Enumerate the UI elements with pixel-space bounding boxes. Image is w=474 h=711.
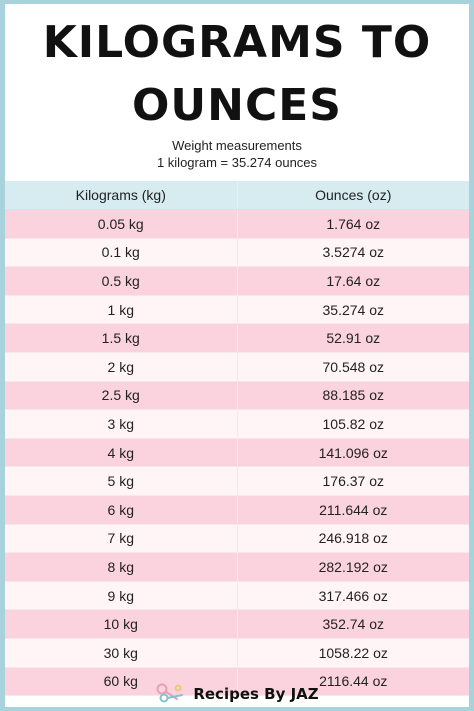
table-row: 2 kg 70.548 oz xyxy=(5,352,469,382)
table-header-row: Kilograms (kg) Ounces (oz) xyxy=(5,181,469,210)
conversion-table: Kilograms (kg) Ounces (oz) 0.05 kg 1.764 … xyxy=(5,181,469,697)
table-row: 10 kg 352.74 oz xyxy=(5,609,469,639)
ounces-cell: 3.5274 oz xyxy=(236,238,469,268)
kilograms-cell: 6 kg xyxy=(5,495,237,525)
table-row: 0.1 kg 3.5274 oz xyxy=(5,238,469,268)
subtitle-line-1: Weight measurements xyxy=(172,138,302,153)
ounces-cell: 105.82 oz xyxy=(236,409,469,439)
table-row: 0.5 kg 17.64 oz xyxy=(5,266,469,296)
conversion-chart-card: KILOGRAMS TO OUNCES Weight measurements … xyxy=(5,4,469,707)
table-row: 7 kg 246.918 oz xyxy=(5,524,469,554)
table-body: 0.05 kg 1.764 oz 0.1 kg 3.5274 oz 0.5 kg 17.6… xyxy=(5,209,469,697)
kilograms-cell: 60 kg xyxy=(5,667,237,697)
kilograms-cell: 0.5 kg xyxy=(5,266,237,296)
table-row: 6 kg 211.644 oz xyxy=(5,495,469,525)
kilograms-cell: 10 kg xyxy=(5,609,237,639)
ounces-cell: 1058.22 oz xyxy=(236,638,469,668)
brand-name: Recipes By JAZ xyxy=(193,685,319,703)
kilograms-cell: 30 kg xyxy=(5,638,237,668)
kilograms-cell: 2 kg xyxy=(5,352,237,382)
subtitle: Weight measurements 1 kilogram = 35.274 … xyxy=(5,137,469,171)
table-row: 1.5 kg 52.91 oz xyxy=(5,323,469,353)
column-header-ounces: Ounces (oz) xyxy=(236,181,469,210)
ounces-cell: 88.185 oz xyxy=(236,381,469,411)
table-row: 5 kg 176.37 oz xyxy=(5,466,469,496)
ounces-cell: 211.644 oz xyxy=(236,495,469,525)
kilograms-cell: 2.5 kg xyxy=(5,381,237,411)
kilograms-cell: 5 kg xyxy=(5,466,237,496)
kilograms-cell: 7 kg xyxy=(5,524,237,554)
page-title-line-1: KILOGRAMS TO xyxy=(42,17,432,68)
table-row: 2.5 kg 88.185 oz xyxy=(5,381,469,411)
ounces-cell: 282.192 oz xyxy=(236,552,469,582)
kilograms-cell: 1 kg xyxy=(5,295,237,325)
kilograms-cell: 0.05 kg xyxy=(5,209,237,239)
table-row: 9 kg 317.466 oz xyxy=(5,581,469,611)
table-row: 8 kg 282.192 oz xyxy=(5,552,469,582)
table-row: 1 kg 35.274 oz xyxy=(5,295,469,325)
subtitle-line-2: 1 kilogram = 35.274 ounces xyxy=(156,155,318,170)
ounces-cell: 2116.44 oz xyxy=(236,667,469,697)
footer: Recipes By JAZ xyxy=(5,682,469,706)
ounces-cell: 317.466 oz xyxy=(236,581,469,611)
ounces-cell: 141.096 oz xyxy=(236,438,469,468)
table-row: 30 kg 1058.22 oz xyxy=(5,638,469,668)
table-row: 3 kg 105.82 oz xyxy=(5,409,469,439)
ounces-cell: 52.91 oz xyxy=(236,323,469,353)
table-row: 0.05 kg 1.764 oz xyxy=(5,209,469,239)
kilograms-cell: 4 kg xyxy=(5,438,237,468)
kilograms-cell: 3 kg xyxy=(5,409,237,439)
kilograms-cell: 8 kg xyxy=(5,552,237,582)
table-row: 60 kg 2116.44 oz xyxy=(5,667,469,697)
kilograms-cell: 1.5 kg xyxy=(5,323,237,353)
ounces-cell: 176.37 oz xyxy=(236,466,469,496)
column-header-kilograms: Kilograms (kg) xyxy=(5,181,237,210)
ounces-cell: 17.64 oz xyxy=(236,266,469,296)
measuring-spoons-icon xyxy=(156,683,184,703)
ounces-cell: 35.274 oz xyxy=(236,295,469,325)
table-row: 4 kg 141.096 oz xyxy=(5,438,469,468)
kilograms-cell: 0.1 kg xyxy=(5,238,237,268)
kilograms-cell: 9 kg xyxy=(5,581,237,611)
ounces-cell: 246.918 oz xyxy=(236,524,469,554)
page-title-line-2: OUNCES xyxy=(132,80,342,131)
ounces-cell: 352.74 oz xyxy=(236,609,469,639)
ounces-cell: 70.548 oz xyxy=(236,352,469,382)
ounces-cell: 1.764 oz xyxy=(236,209,469,239)
